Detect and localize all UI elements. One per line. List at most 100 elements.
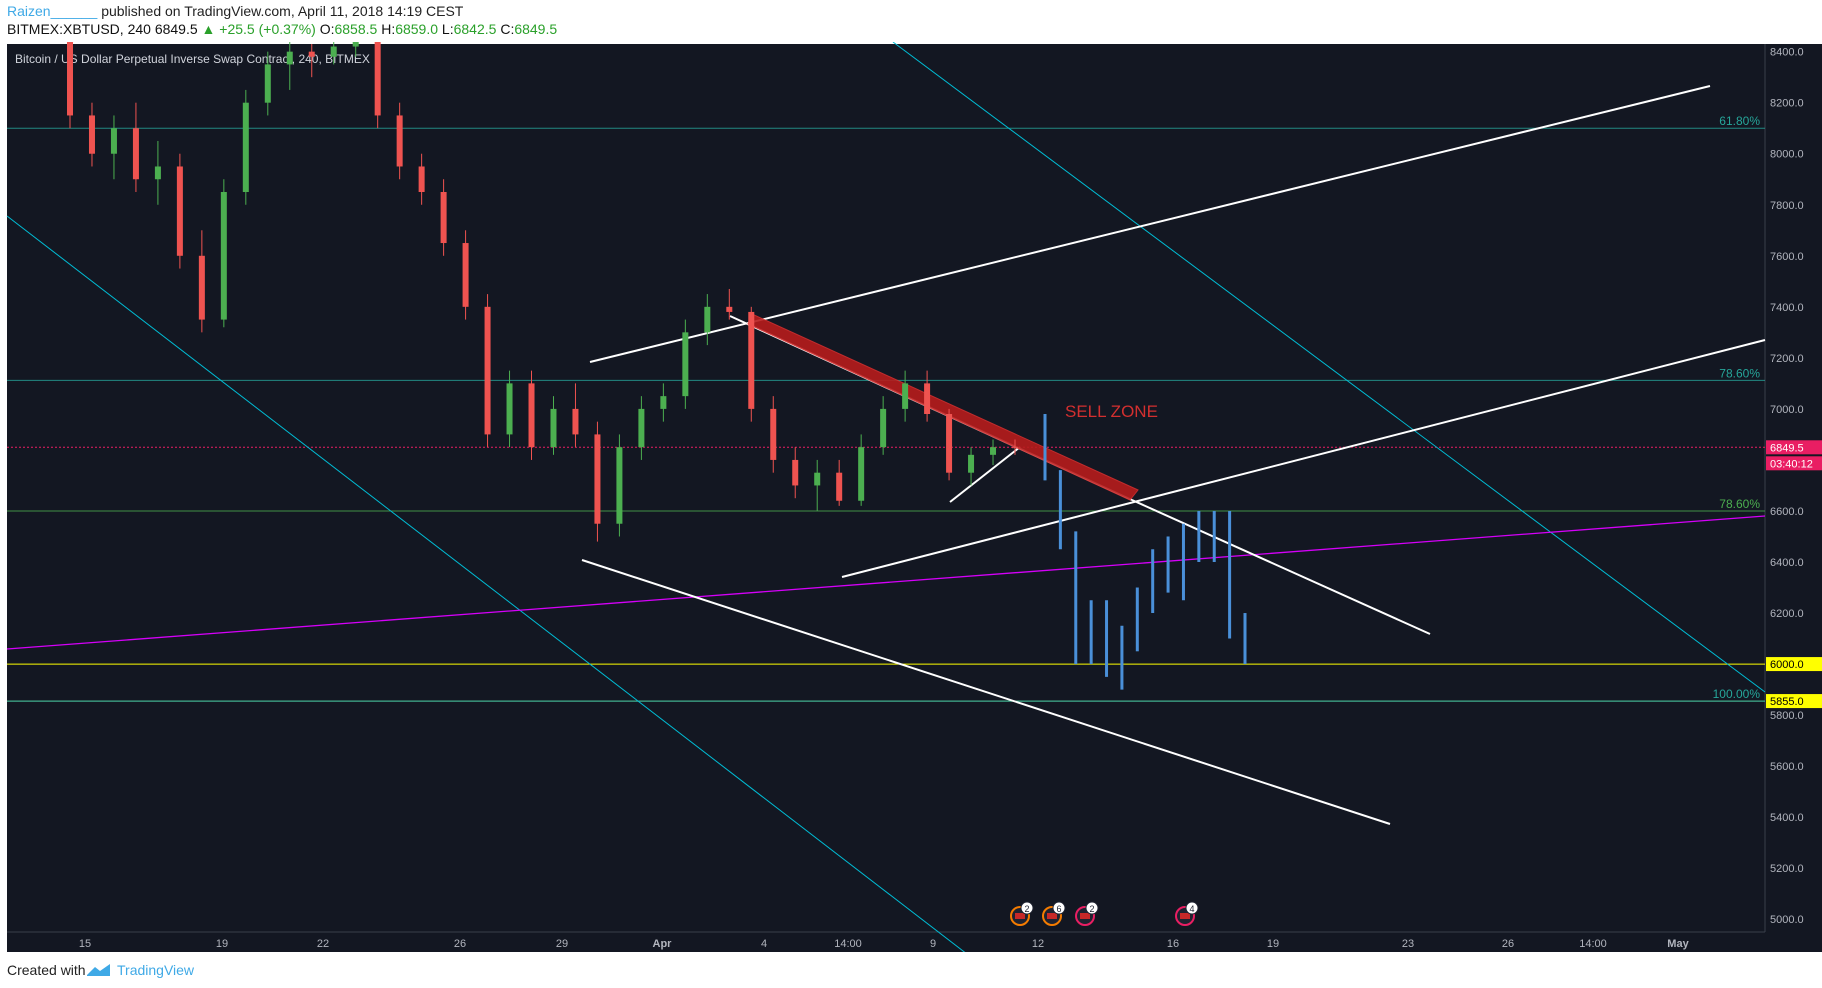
event-count-label: 2	[1024, 904, 1029, 914]
candle-body	[67, 42, 73, 116]
candle-body	[660, 396, 667, 409]
candle-body	[176, 166, 183, 256]
tradingview-link[interactable]: TradingView	[117, 962, 195, 978]
x-tick-label: 19	[1267, 938, 1279, 950]
y-tick-label: 5000.0	[1770, 914, 1804, 926]
sell-zone-label: SELL ZONE	[1065, 402, 1158, 421]
x-tick-label: 12	[1032, 938, 1044, 950]
channel-line-lower	[6, 215, 966, 952]
created-with-text: Created with	[7, 962, 86, 978]
x-tick-label: 19	[216, 938, 228, 950]
low-value: 6842.5	[453, 21, 497, 37]
fib-label: 100.00%	[1713, 687, 1761, 701]
x-tick-label: 15	[79, 938, 91, 950]
candle-body	[924, 383, 931, 414]
magenta-trendline	[6, 515, 1766, 650]
x-tick-label: 16	[1167, 938, 1179, 950]
candle-body	[110, 128, 117, 154]
close-label: C:	[500, 21, 515, 37]
y-tick-label: 8400.0	[1770, 47, 1804, 59]
candle-body	[330, 46, 337, 57]
candle-body	[374, 42, 381, 116]
x-tick-label: Apr	[653, 938, 673, 950]
candle-body	[748, 311, 755, 409]
author-link[interactable]: Raizen______	[7, 3, 98, 19]
candle-body	[154, 166, 161, 180]
candle-body	[242, 102, 249, 192]
candle-body	[858, 447, 865, 501]
y-tick-label: 6600.0	[1770, 506, 1804, 518]
candle-body	[198, 255, 205, 320]
candle-body	[792, 459, 799, 486]
symbol-label[interactable]: BITMEX:XBTUSD, 240	[7, 21, 151, 37]
candle-body	[616, 447, 623, 524]
last-price: 6849.5	[154, 21, 198, 37]
us-flag-icon	[1080, 913, 1090, 919]
channel-line-upper	[892, 42, 1766, 693]
event-count-badge	[1085, 901, 1099, 915]
x-tick-label: 26	[1502, 938, 1514, 950]
candle-body	[1012, 447, 1018, 449]
us-flag-icon	[1047, 913, 1057, 919]
us-flag-icon	[1015, 913, 1025, 919]
candle-body	[132, 128, 139, 180]
open-value: 6858.5	[334, 21, 378, 37]
high-label: H:	[381, 21, 396, 37]
candle-body	[990, 447, 997, 455]
x-tick-label: 23	[1402, 938, 1414, 950]
event-count-label: 2	[1089, 904, 1094, 914]
y-tick-label: 8200.0	[1770, 98, 1804, 110]
y-tick-label: 7800.0	[1770, 200, 1804, 212]
white-trendline	[949, 446, 1021, 503]
price-chart[interactable]: 8400.0 8200.0 8000.0 7800.0 7600.0 7400.0 7200…	[0, 42, 1822, 952]
candle-body	[308, 51, 315, 57]
low-label: L:	[441, 21, 454, 37]
candle-body	[770, 408, 777, 460]
time-scale	[7, 932, 1765, 952]
event-count-badge	[1020, 901, 1034, 915]
candle-body	[836, 472, 843, 501]
price-scale	[1765, 44, 1822, 952]
publish-text: published on TradingView.com, April 11, …	[101, 3, 464, 19]
plot-area	[7, 44, 1765, 932]
white-trendline	[1131, 499, 1431, 635]
candle-body	[506, 383, 513, 435]
y-tick-label: 5800.0	[1770, 710, 1804, 722]
candle-body	[902, 383, 909, 409]
white-trendline	[581, 559, 1391, 825]
price-badge-label: 6000.0	[1770, 659, 1804, 671]
candle-body	[484, 306, 491, 435]
candle-body	[594, 434, 601, 524]
y-tick-label: 7400.0	[1770, 302, 1804, 314]
candle-body	[396, 115, 403, 167]
candle-body	[638, 408, 645, 448]
fib-label: 61.80%	[1719, 114, 1760, 128]
candle-body	[88, 115, 95, 154]
event-count-label: 6	[1056, 904, 1061, 914]
high-value: 6859.0	[395, 21, 439, 37]
open-label: O:	[319, 21, 335, 37]
close-value: 6849.5	[514, 21, 558, 37]
x-tick-label: 9	[930, 938, 936, 950]
price-badge	[1766, 456, 1822, 471]
event-count-label: 4	[1189, 904, 1194, 914]
price-badge	[1766, 657, 1822, 672]
y-tick-label: 7000.0	[1770, 404, 1804, 416]
y-tick-label: 5600.0	[1770, 761, 1804, 773]
white-trendline	[841, 339, 1766, 578]
chart-header: Raizen______ published on TradingView.co…	[0, 0, 1822, 44]
candle-body	[946, 414, 953, 473]
price-badge	[1766, 694, 1822, 709]
x-tick-label: 26	[454, 938, 466, 950]
fib-label: 78.60%	[1719, 366, 1760, 380]
footer: Created with TradingView	[0, 952, 1822, 988]
price-badge-label: 5855.0	[1770, 696, 1804, 708]
y-tick-label: 8000.0	[1770, 149, 1804, 161]
candle-body	[572, 408, 579, 435]
candle-body	[880, 408, 887, 448]
candle-body	[704, 306, 711, 333]
x-tick-label: 22	[317, 938, 329, 950]
y-tick-label: 5200.0	[1770, 863, 1804, 875]
publish-info: Raizen______ published on TradingView.co…	[7, 3, 463, 19]
event-count-badge	[1052, 901, 1066, 915]
